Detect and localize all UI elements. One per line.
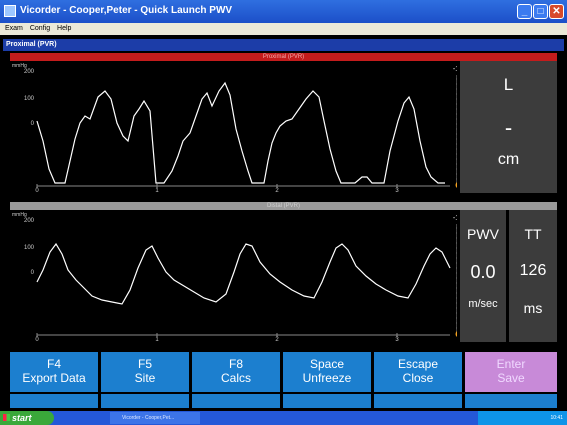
save-key: Enter [496,357,526,371]
distal-waveform [36,242,451,305]
close-button[interactable]: ✕ [549,4,564,19]
unfreeze-key: Space [309,357,345,371]
proximal-waveform [36,81,445,184]
app-area: Proximal (PVR) Proximal (PVR) mmHg 200 10… [0,35,567,411]
start-icon [3,414,10,421]
length-label: L [503,75,514,94]
clock: 10:41 [550,415,563,421]
button-spacer [374,394,462,408]
y-tick-label: 200 [24,218,35,224]
menu-exam[interactable]: Exam [5,25,23,32]
proximal-unit: mmHg [12,63,27,69]
taskbar: start Vicorder - Cooper,Pet... 10:41 [0,411,567,425]
minimize-button[interactable]: _ [517,4,532,19]
distal-plot-svg: mmHg 200 100 0 0 1 2 3 -1 [12,212,463,343]
app-icon [4,5,16,17]
menu-bar: Exam Config Help [0,23,567,35]
distal-plot: mmHg 200 100 0 0 1 2 3 -1 [10,210,463,343]
button-spacer [283,394,371,408]
close-app-label: Close [402,371,434,385]
distal-header: Distal (PVR) [10,202,557,210]
distal-level-scale[interactable] [455,224,463,338]
x-tick-label: 3 [395,337,399,342]
unfreeze-label: Unfreeze [302,371,352,385]
calcs-button[interactable]: F8 Calcs [192,352,280,392]
close-app-key: Escape [397,357,439,371]
proximal-readout-panel: L - cm [460,61,557,193]
y-tick-label: 100 [24,96,35,102]
pwv-readout-panel: PWV 0.0 m/sec [460,210,506,342]
distal-scale-top: -1 [453,215,457,222]
button-spacer [101,394,189,408]
proximal-scale-top: -1 [453,66,457,73]
calcs-label: Calcs [220,371,251,385]
site-label: Site [134,371,156,385]
x-tick-label: 3 [395,188,399,193]
pwv-label: PWV [467,226,499,242]
title-bar: Vicorder - Cooper,Peter - Quick Launch P… [0,0,567,23]
menu-config[interactable]: Config [29,25,51,32]
save-label: Save [497,371,525,385]
distal-unit: mmHg [12,212,27,218]
proximal-plot: mmHg 200 100 0 0 1 2 3 -1 [10,61,463,194]
x-tick-label: 1 [155,188,159,193]
proximal-level-scale[interactable] [455,75,463,189]
proximal-header: Proximal (PVR) [10,53,557,61]
button-spacer [10,394,98,408]
button-spacer [465,394,557,408]
y-tick-label: 0 [31,270,35,276]
start-label: start [12,413,32,423]
x-tick-label: 1 [155,337,159,342]
tt-unit: ms [523,300,543,316]
close-app-button[interactable]: Escape Close [374,352,462,392]
export-data-label: Export Data [22,371,86,385]
maximize-button[interactable]: □ [533,4,548,19]
menu-help[interactable]: Help [57,25,72,32]
button-spacer [192,394,280,408]
start-button[interactable]: start [0,411,54,425]
y-tick-label: 200 [24,69,35,75]
export-data-button[interactable]: F4 Export Data [10,352,98,392]
unfreeze-button[interactable]: Space Unfreeze [283,352,371,392]
y-tick-label: 100 [24,245,35,251]
panel-header: Proximal (PVR) [3,39,564,51]
pwv-value: 0.0 [470,262,496,282]
tt-value: 126 [519,262,547,279]
x-tick-label: 0 [35,188,39,193]
site-button[interactable]: F5 Site [101,352,189,392]
save-button[interactable]: Enter Save [465,352,557,392]
window-title: Vicorder - Cooper,Peter - Quick Launch P… [20,5,233,16]
taskbar-item-vicorder[interactable]: Vicorder - Cooper,Pet... [110,412,200,424]
length-unit: cm [497,151,520,168]
length-value: - [504,115,513,140]
site-key: F5 [137,357,152,371]
tt-readout-panel: TT 126 ms [509,210,557,342]
proximal-plot-svg: mmHg 200 100 0 0 1 2 3 -1 [12,63,463,194]
tt-label: TT [524,226,542,242]
x-tick-label: 2 [275,188,279,193]
export-data-key: F4 [46,357,61,371]
calcs-key: F8 [228,357,243,371]
x-tick-label: 2 [275,337,279,342]
x-tick-label: 0 [35,337,39,342]
pwv-unit: m/sec [468,298,498,310]
system-tray: 10:41 [478,411,567,425]
function-buttons: F4 Export Data F5 Site F8 Calcs Space Unfree… [10,352,557,408]
y-tick-label: 0 [31,121,35,127]
